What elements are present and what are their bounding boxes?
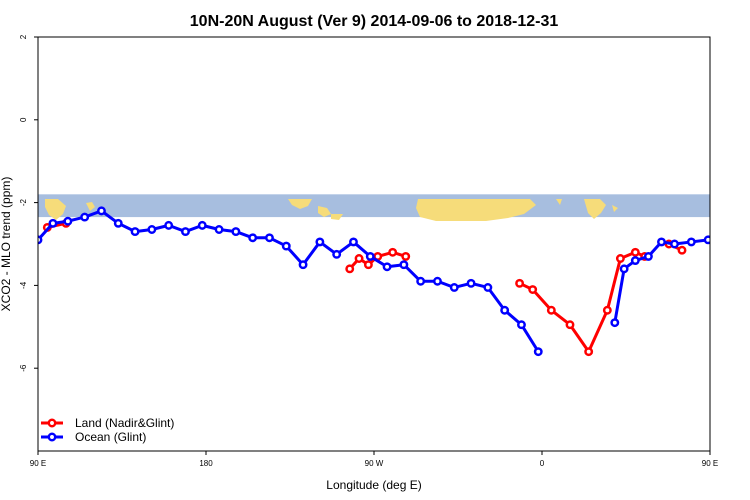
data-point bbox=[686, 237, 696, 247]
y-axis-label: XCO2 - MLO trend (ppm) bbox=[0, 177, 13, 312]
data-point bbox=[248, 233, 258, 243]
map-land-6 bbox=[556, 199, 562, 205]
data-point bbox=[349, 237, 358, 247]
series-land bbox=[42, 218, 737, 357]
data-point bbox=[231, 227, 241, 237]
data-point bbox=[363, 260, 373, 270]
data-point bbox=[345, 264, 355, 274]
data-point bbox=[670, 239, 679, 249]
series-line bbox=[38, 209, 540, 353]
data-point bbox=[722, 220, 728, 226]
data-point bbox=[677, 245, 687, 255]
data-point bbox=[388, 247, 398, 257]
data-point bbox=[703, 235, 710, 245]
data-point bbox=[197, 220, 207, 230]
data-point bbox=[281, 241, 291, 251]
x-tick-label: 90 E bbox=[30, 459, 46, 468]
x-axis: 90 E 180 90 W 0 90 E bbox=[30, 451, 718, 468]
data-point bbox=[630, 256, 640, 266]
data-point bbox=[466, 278, 476, 288]
x-tick-label: 90 E bbox=[702, 459, 718, 468]
data-point bbox=[315, 237, 325, 247]
data-point bbox=[399, 260, 409, 270]
data-point bbox=[354, 254, 364, 263]
legend-label: Land (Nadir&Glint) bbox=[75, 416, 174, 430]
data-point bbox=[517, 320, 526, 330]
data-point bbox=[630, 247, 640, 257]
world-map-strip bbox=[38, 194, 710, 221]
data-point bbox=[433, 276, 442, 286]
map-land-4 bbox=[331, 214, 343, 220]
map-land-7 bbox=[584, 199, 606, 219]
map-land-3 bbox=[318, 206, 331, 217]
y-tick-label: -4 bbox=[19, 281, 28, 289]
data-point bbox=[500, 305, 510, 315]
legend-marker bbox=[47, 418, 57, 428]
data-point bbox=[382, 262, 392, 272]
data-point bbox=[214, 225, 224, 234]
data-point bbox=[643, 251, 653, 261]
map-land-2 bbox=[288, 199, 312, 209]
legend: Land (Nadir&Glint)Ocean (Glint) bbox=[41, 416, 174, 444]
data-point bbox=[546, 305, 556, 315]
data-point bbox=[401, 251, 411, 261]
series-ocean bbox=[38, 206, 745, 357]
map-land-8 bbox=[612, 205, 618, 212]
data-point bbox=[449, 283, 459, 292]
data-point bbox=[483, 283, 493, 292]
data-point bbox=[130, 227, 140, 237]
data-point bbox=[615, 254, 625, 263]
data-point bbox=[181, 227, 190, 237]
data-point bbox=[657, 237, 666, 247]
y-tick-label: -6 bbox=[19, 364, 28, 372]
data-point bbox=[332, 249, 342, 259]
data-point bbox=[565, 320, 575, 330]
x-tick-label: 180 bbox=[199, 459, 213, 468]
data-point bbox=[63, 216, 73, 226]
data-point bbox=[610, 318, 620, 328]
y-tick-label: 2 bbox=[19, 34, 28, 39]
map-land-0 bbox=[45, 199, 66, 220]
data-point bbox=[113, 218, 123, 228]
data-point bbox=[298, 260, 308, 270]
data-point bbox=[739, 218, 745, 224]
data-point bbox=[515, 278, 525, 288]
series-line bbox=[613, 235, 710, 323]
map-ocean bbox=[38, 194, 710, 218]
data-point bbox=[164, 220, 174, 230]
data-point bbox=[38, 235, 43, 245]
data-point bbox=[533, 347, 543, 357]
plot-frame bbox=[37, 36, 711, 452]
y-axis: 2 0 -2 -4 -6 bbox=[19, 34, 38, 372]
data-point bbox=[416, 276, 426, 286]
x-tick-label: 90 W bbox=[365, 459, 384, 468]
y-tick-label: -2 bbox=[19, 198, 28, 206]
data-point bbox=[147, 225, 157, 234]
map-land-5 bbox=[416, 199, 536, 221]
data-point bbox=[265, 233, 274, 243]
legend-label: Ocean (Glint) bbox=[75, 430, 146, 444]
data-point bbox=[731, 224, 737, 230]
data-point bbox=[48, 218, 58, 228]
data-point bbox=[80, 212, 90, 222]
x-axis-label: Longitude (deg E) bbox=[326, 478, 421, 492]
series-layer bbox=[38, 206, 745, 357]
y-tick-label: 0 bbox=[19, 117, 28, 122]
data-point bbox=[584, 347, 594, 357]
data-point bbox=[365, 251, 375, 261]
data-point bbox=[619, 264, 629, 274]
data-point bbox=[97, 206, 106, 216]
data-point bbox=[602, 305, 612, 315]
legend-marker bbox=[47, 432, 57, 442]
chart-title: 10N-20N August (Ver 9) 2014-09-06 to 201… bbox=[190, 13, 559, 30]
map-land-1 bbox=[86, 202, 95, 211]
x-tick-label: 0 bbox=[540, 459, 545, 468]
data-point bbox=[528, 285, 538, 294]
